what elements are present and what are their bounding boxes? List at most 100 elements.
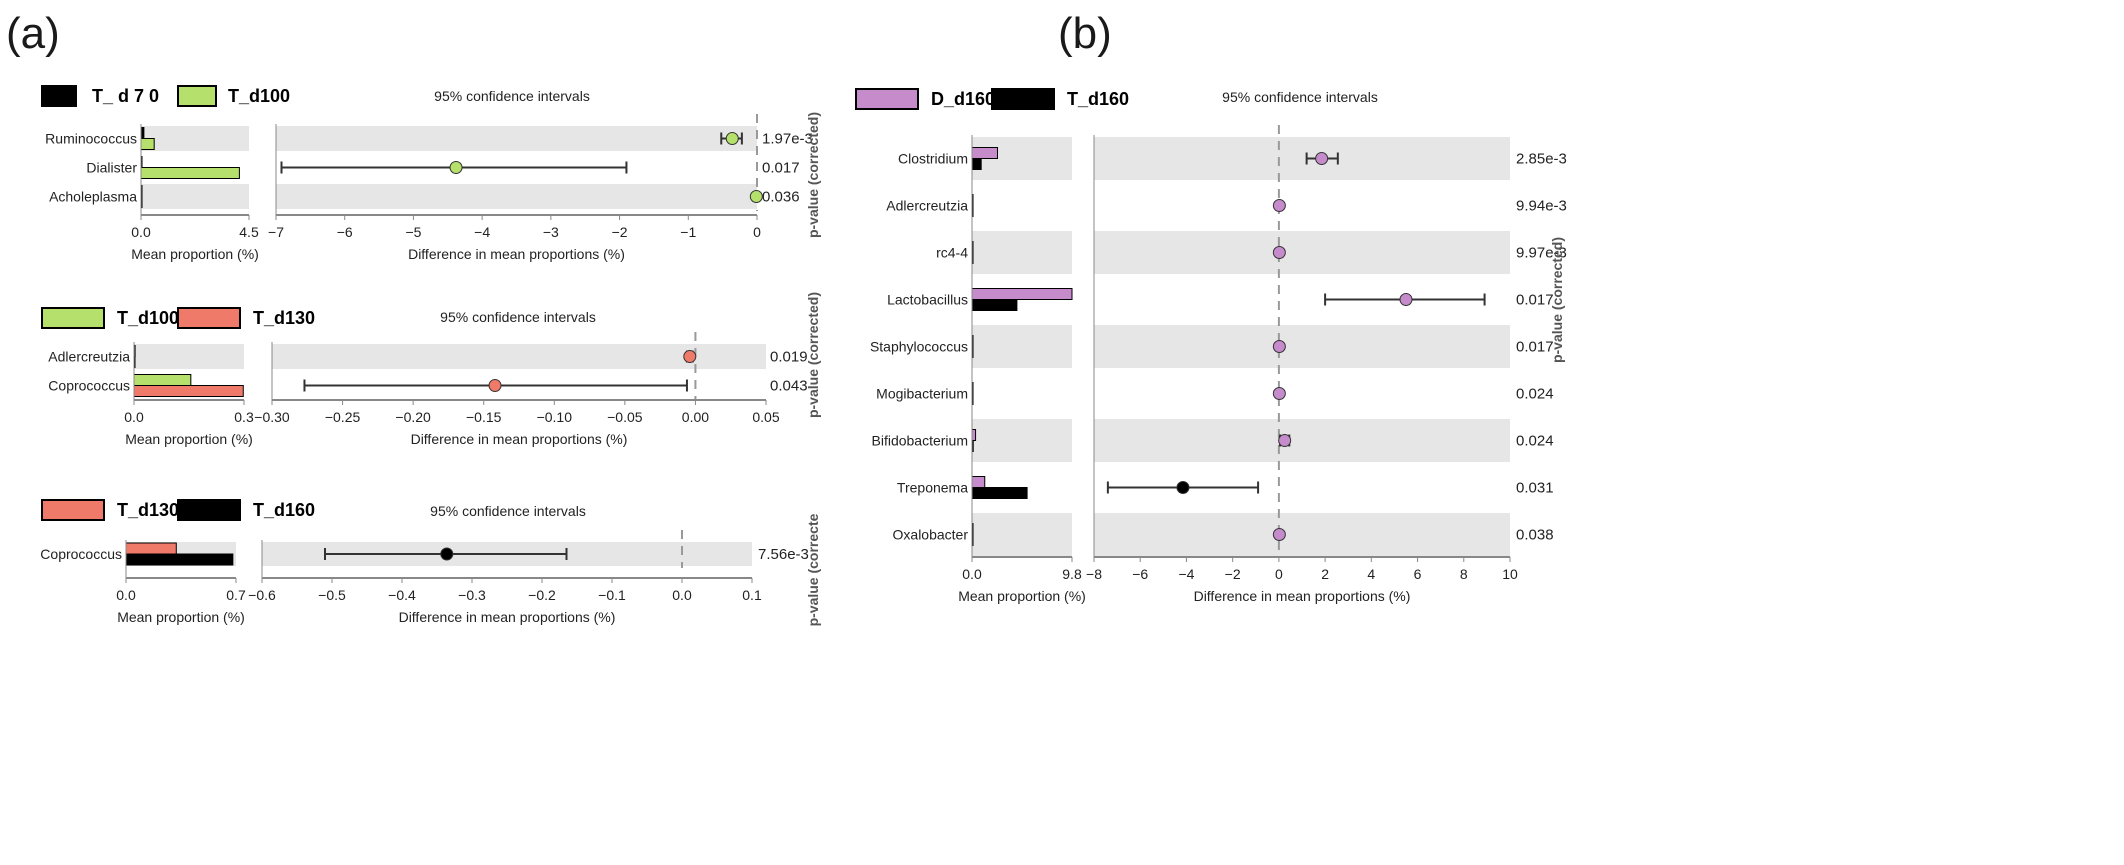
chart4-category-label: Adlercreutzia (886, 198, 968, 214)
chart4-legend-label-2: T_d160 (1067, 89, 1129, 109)
chart3-p-value: 7.56e-3 (758, 546, 809, 563)
chart2-p-value: 0.019 (770, 349, 808, 366)
chart4-bar-xlabel: Mean proportion (%) (958, 588, 1086, 604)
chart1-p-axis-label: p-value (corrected) (805, 112, 821, 238)
chart1-bar-2 (140, 167, 240, 179)
chart4-diff-band (1094, 325, 1510, 368)
chart4-p-value: 2.85e-3 (1516, 151, 1567, 168)
chart1-diff-tick-label: −3 (543, 224, 559, 240)
chart4-category-label: rc4-4 (936, 245, 968, 261)
chart1-point (449, 161, 463, 174)
chart1-diff-xlabel: Difference in mean proportions (%) (408, 246, 625, 262)
chart2-legend-swatch-1 (41, 307, 105, 329)
chart2-diff-tick-label: −0.30 (254, 409, 290, 425)
chart1-diff-band (276, 126, 757, 151)
chart3-bar-1 (125, 542, 177, 555)
chart2-point (683, 350, 697, 363)
chart2-legend-label-1: T_d100 (117, 308, 179, 328)
chart1-diff-tick-label: −4 (474, 224, 490, 240)
chart3-point (440, 547, 454, 561)
chart3-diff-tick-label: −0.5 (318, 587, 346, 603)
chart2-category-label: Coprococcus (48, 378, 130, 394)
chart4-point (1278, 434, 1292, 447)
chart2-bar-1 (133, 374, 192, 386)
chart4-diff-band (1094, 513, 1510, 556)
chart4-diff-tick-label: −4 (1178, 566, 1194, 582)
chart1-p-value: 0.017 (762, 160, 800, 177)
chart4-category-label: Lactobacillus (887, 292, 968, 308)
chart1-category-label: Acholeplasma (49, 189, 137, 205)
chart4-diff-tick-label: −2 (1225, 566, 1241, 582)
chart4-point (1176, 481, 1190, 494)
chart4-legend-label-1: D_d160 (931, 89, 995, 109)
chart2-point (488, 379, 502, 392)
chart4-category-label: Treponema (897, 480, 968, 496)
chart1-diff-tick-label: −5 (405, 224, 421, 240)
chart3-category-label: Coprococcus (40, 546, 122, 562)
chart1-diff-band (276, 184, 757, 209)
chart4-diff-tick-label: 2 (1321, 566, 1329, 582)
chart4-point (1272, 246, 1286, 259)
chart2-legend-label-2: T_d130 (253, 308, 315, 328)
chart2-p-value: 0.043 (770, 378, 808, 395)
charts-layer: T_ d 7 0 T_d100 95% confidence intervals Ru… (40, 85, 1567, 626)
chart4-diff-band (1094, 137, 1510, 180)
chart1-legend-label-2: T_d100 (228, 86, 290, 106)
chart2-diff-tick-label: −0.20 (395, 409, 431, 425)
chart4-p-value: 9.94e-3 (1516, 198, 1567, 215)
chart3-legend-label-1: T_d130 (117, 500, 179, 520)
chart1-point (749, 190, 763, 203)
chart1-legend-label-1: T_ d 7 0 (92, 86, 159, 106)
chart3-p-axis-label: p-value (correcte (805, 513, 821, 626)
chart2-bar-tick-label: 0.3 (234, 409, 254, 425)
chart1-diff-tick-label: −7 (268, 224, 284, 240)
chart1-bar-band (141, 184, 249, 209)
chart2-bar-band (134, 344, 244, 369)
chart4-bar-band (972, 231, 1072, 274)
chart1-category-label: Dialister (86, 160, 137, 176)
chart1-p-value: 1.97e-3 (762, 131, 813, 148)
chart4-point (1272, 199, 1286, 212)
chart1-ci-title: 95% confidence intervals (434, 88, 590, 104)
chart2-ci-title: 95% confidence intervals (440, 309, 596, 325)
chart4-bar-1 (971, 147, 999, 159)
chart3-diff-xlabel: Difference in mean proportions (%) (399, 609, 616, 625)
chart4-category-label: Staphylococcus (870, 339, 968, 355)
chart4-p-value: 0.038 (1516, 527, 1554, 544)
chart3-diff-tick-label: 0.1 (742, 587, 762, 603)
chart4-p-value: 0.024 (1516, 386, 1554, 403)
chart1-p-value: 0.036 (762, 189, 800, 206)
chart4-diff-tick-label: 6 (1414, 566, 1422, 582)
chart4-diff-tick-label: 0 (1275, 566, 1283, 582)
chart4-p-axis-label: p-value (corrected) (1549, 237, 1565, 363)
chart2-bar-tick-label: 0.0 (124, 409, 144, 425)
chart2-diff-tick-label: −0.10 (537, 409, 573, 425)
chart1-diff-tick-label: −2 (612, 224, 628, 240)
chart4-diff-tick-label: −6 (1132, 566, 1148, 582)
chart3-ci-title: 95% confidence intervals (430, 503, 586, 519)
chart4-category-label: Clostridium (898, 151, 968, 167)
chart4-bar-band (972, 513, 1072, 556)
chart4-bar-band (972, 419, 1072, 462)
chart1-point (725, 132, 739, 145)
chart4-p-value: 0.031 (1516, 480, 1554, 497)
chart1-bar-tick-label: 4.5 (239, 224, 259, 240)
chart2-legend-swatch-2 (177, 307, 241, 329)
chart1-diff-tick-label: −1 (680, 224, 696, 240)
chart4-p-value: 9.97e-3 (1516, 245, 1567, 262)
chart1-legend-swatch-1 (41, 85, 77, 107)
chart3-diff-tick-label: −0.1 (598, 587, 626, 603)
chart4-diff-band (1094, 419, 1510, 462)
chart2-diff-tick-label: −0.05 (607, 409, 643, 425)
chart3-diff-tick-label: 0.0 (672, 587, 692, 603)
chart4-p-value: 0.024 (1516, 433, 1554, 450)
chart1-diff-tick-label: 0 (753, 224, 761, 240)
panel-label-b: (b) (1058, 9, 1112, 58)
chart4-point (1272, 387, 1286, 400)
chart1-bar-band (141, 126, 249, 151)
chart2-diff-xlabel: Difference in mean proportions (%) (411, 431, 628, 447)
chart4-bar-tick-label: 9.8 (1062, 566, 1082, 582)
chart2-diff-tick-label: 0.05 (752, 409, 779, 425)
chart3-legend-swatch-1 (41, 499, 105, 521)
